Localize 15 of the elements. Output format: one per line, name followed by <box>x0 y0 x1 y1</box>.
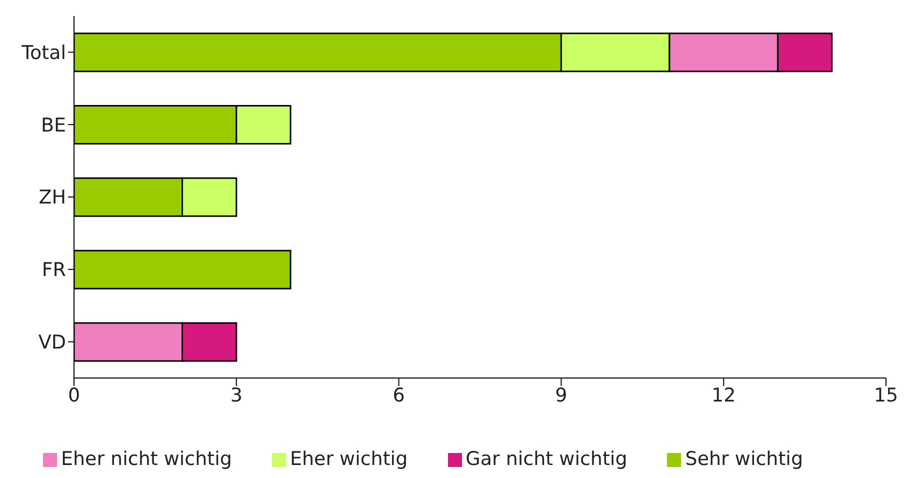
y-tick-label: FR <box>42 259 66 282</box>
legend-label: Gar nicht wichtig <box>466 448 628 470</box>
x-tick-label: 12 <box>712 384 736 406</box>
x-tick-label: 6 <box>392 384 405 406</box>
x-tick-label: 0 <box>68 384 80 406</box>
x-tick-label: 15 <box>874 384 898 406</box>
legend-label: Eher wichtig <box>290 448 408 470</box>
legend-label: Sehr wichtig <box>685 448 804 470</box>
y-tick-label: ZH <box>38 186 66 209</box>
y-tick-label: BE <box>40 114 66 136</box>
y-tick-label: VD <box>38 332 66 354</box>
legend-label: Eher nicht wichtig <box>60 448 232 470</box>
x-tick-label: 3 <box>230 384 242 406</box>
x-tick-label: 9 <box>555 384 568 406</box>
y-tick-label: Total <box>20 42 66 64</box>
